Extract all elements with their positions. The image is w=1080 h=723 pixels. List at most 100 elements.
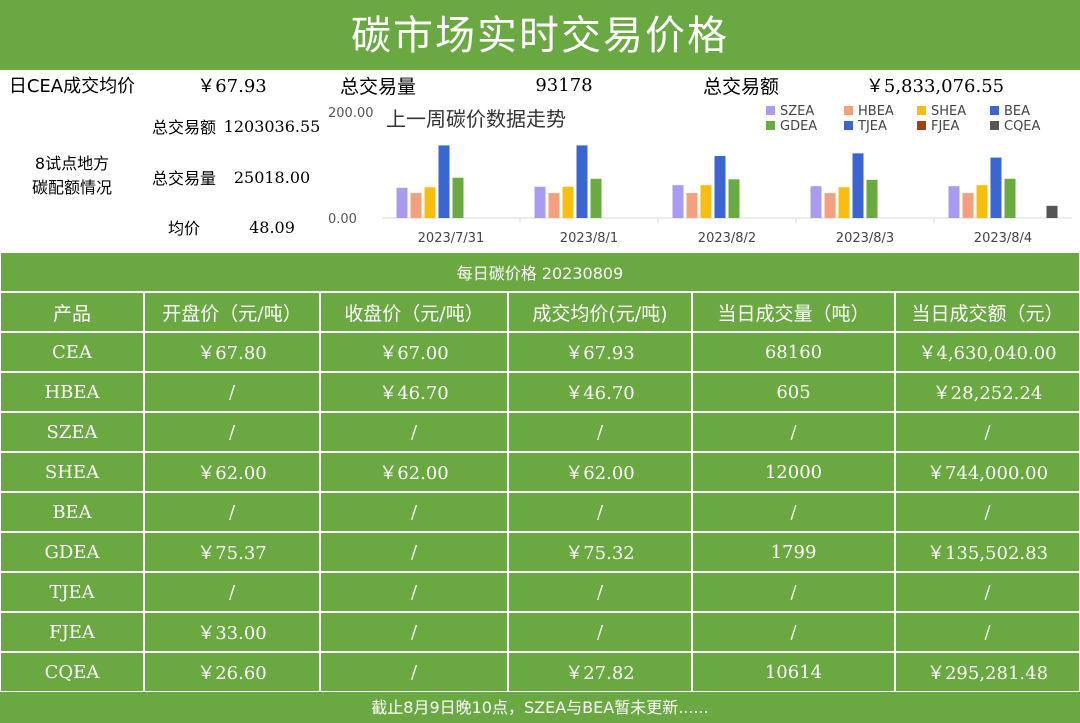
regional-row-value: 25018.00 — [224, 152, 320, 202]
table-cell: / — [320, 532, 508, 572]
bar-gdea — [1004, 178, 1016, 218]
product-name-cell: GDEA — [0, 532, 144, 572]
regional-row-value: 1203036.55 — [224, 100, 320, 152]
x-tick-label: 2023/8/1 — [560, 231, 618, 246]
table-header-cell: 当日成交量（吨） — [692, 292, 895, 332]
table-cell: / — [692, 612, 895, 652]
table-cell: / — [320, 492, 508, 532]
table-cell: 10614 — [692, 652, 895, 692]
regional-row-label: 总交易量 — [144, 152, 224, 202]
table-cell: / — [320, 612, 508, 652]
x-tick-label: 2023/8/2 — [698, 231, 756, 246]
bar-hbea — [962, 193, 974, 218]
table-cell: 68160 — [692, 332, 895, 372]
bar-bea — [852, 153, 864, 218]
product-name-cell: HBEA — [0, 372, 144, 412]
x-tick-label: 2023/8/3 — [836, 231, 894, 246]
table-cell: / — [692, 412, 895, 452]
table-cell: ￥75.32 — [508, 532, 692, 572]
regional-row-value: 48.09 — [224, 202, 320, 252]
table-cell: ￥26.60 — [144, 652, 320, 692]
product-name-cell: SZEA — [0, 412, 144, 452]
table-cell: / — [895, 492, 1080, 532]
footer-note: 截止8月9日晚10点，SZEA与BEA暂未更新...... — [371, 698, 709, 717]
bar-shea — [562, 186, 574, 218]
bar-hbea — [548, 193, 560, 218]
page-title: 碳市场实时交易价格 — [351, 13, 729, 59]
table-cell: 12000 — [692, 452, 895, 492]
bar-gdea — [590, 178, 602, 218]
legend-label: BEA — [1004, 104, 1030, 119]
bar-cqea — [1046, 205, 1058, 218]
bar-szea — [396, 187, 408, 218]
bar-bea — [438, 145, 450, 218]
legend-swatch — [990, 106, 999, 115]
table-header-cell: 成交均价(元/吨) — [508, 292, 692, 332]
y-tick-label: 200.00 — [328, 106, 374, 121]
table-cell: ￥4,630,040.00 — [895, 332, 1080, 372]
chart-svg: 上一周碳价数据走势 0.00 200.00 SZEA HBEA SHEA BEA GDEA TJ… — [328, 104, 1072, 246]
legend-swatch — [917, 121, 926, 130]
daily-label: 每日碳价格 20230809 — [0, 252, 1080, 292]
bar-gdea — [728, 179, 740, 218]
bar-szea — [672, 185, 684, 218]
chart-title: 上一周碳价数据走势 — [386, 107, 566, 131]
total-volume-label: 总交易量 — [320, 70, 436, 100]
legend-label: CQEA — [1004, 119, 1041, 134]
table-cell: ￥62.00 — [320, 452, 508, 492]
x-tick-label: 2023/8/4 — [974, 231, 1032, 246]
table-cell: 1799 — [692, 532, 895, 572]
table-cell: ￥27.82 — [508, 652, 692, 692]
table-cell: ￥62.00 — [508, 452, 692, 492]
regional-label-line2: 碳配额情况 — [31, 178, 112, 197]
legend-label: SZEA — [780, 104, 814, 119]
table-cell: ￥295,281.48 — [895, 652, 1080, 692]
cea-avg-label: 日CEA成交均价 — [0, 70, 144, 100]
legend-swatch — [766, 106, 775, 115]
bar-hbea — [410, 193, 422, 218]
x-tick-label: 2023/7/31 — [418, 231, 485, 246]
table-cell: ￥46.70 — [508, 372, 692, 412]
bar-shea — [838, 187, 850, 218]
table-header-cell: 收盘价（元/吨） — [320, 292, 508, 332]
legend-swatch — [917, 106, 926, 115]
table-cell: ￥67.80 — [144, 332, 320, 372]
regional-label: 8试点地方 碳配额情况 — [0, 100, 144, 252]
table-cell: / — [144, 412, 320, 452]
table-cell: / — [895, 572, 1080, 612]
table-cell: ￥67.93 — [508, 332, 692, 372]
product-name-cell: TJEA — [0, 572, 144, 612]
legend-label: TJEA — [857, 119, 887, 134]
weekly-price-chart: 上一周碳价数据走势 0.00 200.00 SZEA HBEA SHEA BEA GDEA TJ… — [320, 100, 1080, 252]
product-name-cell: BEA — [0, 492, 144, 532]
table-cell: ￥33.00 — [144, 612, 320, 652]
product-name-cell: FJEA — [0, 612, 144, 652]
legend-swatch — [844, 121, 853, 130]
table-cell: / — [320, 572, 508, 612]
product-name-cell: SHEA — [0, 452, 144, 492]
bar-bea — [990, 157, 1002, 218]
table-cell: / — [508, 612, 692, 652]
table-cell: ￥744,000.00 — [895, 452, 1080, 492]
bar-bea — [714, 155, 726, 218]
bar-gdea — [866, 179, 878, 218]
total-amount-value: ￥5,833,076.55 — [790, 70, 1080, 100]
legend-swatch — [844, 106, 853, 115]
table-cell: ￥135,502.83 — [895, 532, 1080, 572]
table-cell: / — [895, 412, 1080, 452]
table-cell: / — [508, 492, 692, 532]
table-header-cell: 产品 — [0, 292, 144, 332]
table-header-cell: 当日成交额（元） — [895, 292, 1080, 332]
table-cell: / — [144, 492, 320, 532]
total-amount-label: 总交易额 — [692, 70, 790, 100]
table-cell: / — [508, 572, 692, 612]
table-cell: / — [895, 612, 1080, 652]
table-cell: / — [320, 652, 508, 692]
legend-label: FJEA — [931, 119, 960, 134]
table-cell: / — [144, 372, 320, 412]
legend-label: HBEA — [858, 104, 894, 119]
table-cell: / — [508, 412, 692, 452]
table-cell: ￥75.37 — [144, 532, 320, 572]
y-tick-label: 0.00 — [328, 212, 357, 227]
legend-swatch — [990, 121, 999, 130]
